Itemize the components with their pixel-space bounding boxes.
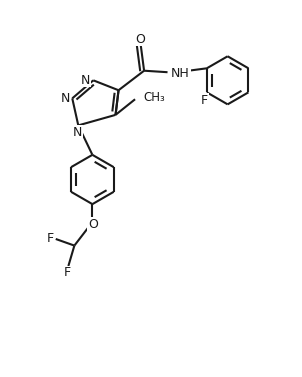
Text: F: F bbox=[47, 233, 54, 245]
Text: N: N bbox=[73, 126, 82, 139]
Text: NH: NH bbox=[171, 67, 190, 80]
Text: F: F bbox=[201, 94, 208, 107]
Text: N: N bbox=[81, 74, 91, 87]
Text: O: O bbox=[136, 33, 146, 46]
Text: F: F bbox=[63, 267, 70, 279]
Text: CH₃: CH₃ bbox=[143, 91, 165, 104]
Text: O: O bbox=[88, 218, 98, 231]
Text: N: N bbox=[61, 92, 70, 105]
